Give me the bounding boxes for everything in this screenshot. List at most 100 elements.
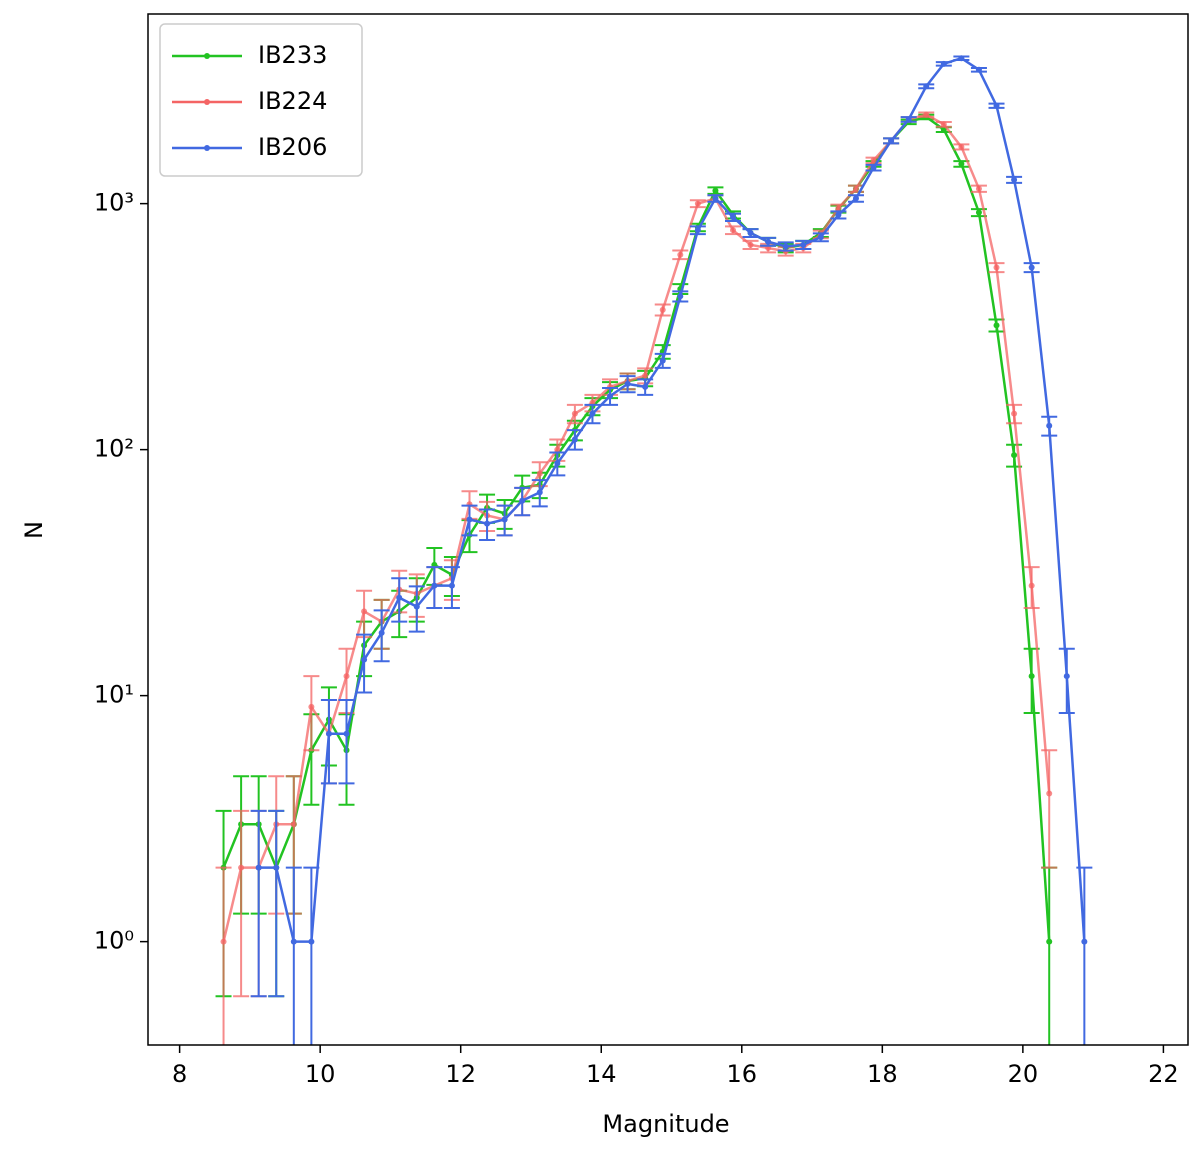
point — [571, 436, 578, 443]
point — [975, 185, 982, 192]
point — [1028, 673, 1035, 680]
error-bar — [338, 698, 355, 785]
point — [1028, 264, 1035, 271]
point — [273, 864, 280, 871]
x-tick-label: 18 — [867, 1060, 898, 1088]
point — [519, 497, 526, 504]
point — [1011, 452, 1018, 459]
point — [870, 164, 877, 171]
point — [958, 55, 965, 62]
legend-marker — [204, 145, 210, 151]
x-tick-label: 20 — [1008, 1060, 1039, 1088]
error-bar — [233, 809, 250, 998]
point — [642, 383, 649, 390]
point — [484, 520, 491, 527]
point — [308, 938, 315, 945]
point — [325, 730, 332, 737]
point — [1046, 422, 1053, 429]
point — [905, 116, 912, 123]
point — [554, 446, 561, 453]
y-tick-label: 10⁰ — [94, 927, 134, 955]
point — [1081, 938, 1088, 945]
y-tick-label: 10³ — [94, 189, 134, 217]
point — [536, 489, 543, 496]
point — [642, 372, 649, 379]
error-bar — [268, 809, 285, 998]
point — [290, 821, 297, 828]
point — [554, 460, 561, 467]
point — [888, 137, 895, 144]
point — [800, 241, 807, 248]
point — [923, 83, 930, 90]
point — [993, 264, 1000, 271]
point — [659, 306, 666, 313]
x-tick-label: 16 — [727, 1060, 758, 1088]
point — [677, 293, 684, 300]
legend-box — [159, 23, 363, 177]
point — [1046, 938, 1053, 945]
x-tick-label: 8 — [172, 1060, 187, 1088]
point — [940, 60, 947, 67]
point — [993, 102, 1000, 109]
point — [958, 143, 965, 150]
error-bar — [250, 809, 267, 998]
error-bar — [285, 866, 302, 1045]
point — [501, 516, 508, 523]
error-bar — [1041, 749, 1058, 869]
x-tick-label: 14 — [586, 1060, 617, 1088]
y-axis-label: N — [20, 521, 48, 539]
point — [958, 160, 965, 167]
series-line — [258, 56, 1086, 943]
point — [817, 234, 824, 241]
point — [220, 938, 227, 945]
point — [607, 393, 614, 400]
y-tick-label: 10² — [94, 435, 134, 463]
point — [290, 938, 297, 945]
point — [712, 187, 719, 194]
point — [923, 111, 930, 118]
y-tick-label: 10¹ — [94, 681, 134, 709]
point — [765, 238, 772, 245]
point — [852, 195, 859, 202]
point — [448, 582, 455, 589]
point — [712, 195, 719, 202]
point — [1063, 673, 1070, 680]
point — [975, 209, 982, 216]
x-tick-label: 22 — [1148, 1060, 1179, 1088]
plot-frame — [147, 13, 1189, 1046]
legend-label: IB206 — [258, 133, 327, 161]
point — [782, 243, 789, 250]
point — [378, 629, 385, 636]
point — [677, 251, 684, 258]
legend: IB233 IB224 IB206 — [159, 23, 363, 177]
legend-label: IB233 — [258, 41, 327, 69]
point — [396, 594, 403, 601]
point — [361, 656, 368, 663]
point — [413, 603, 420, 610]
point — [308, 703, 315, 710]
point — [993, 322, 1000, 329]
point — [730, 227, 736, 234]
x-tick-label: 10 — [305, 1060, 336, 1088]
point — [940, 121, 947, 128]
point — [466, 516, 473, 523]
point — [238, 864, 245, 871]
point — [624, 380, 631, 387]
point — [361, 608, 368, 615]
point — [975, 66, 982, 73]
x-tick-label: 12 — [445, 1060, 476, 1088]
point — [1011, 410, 1018, 417]
data-layer — [215, 55, 1093, 1045]
point — [870, 157, 877, 164]
point — [747, 241, 754, 248]
legend-label: IB224 — [258, 87, 327, 115]
point — [431, 582, 438, 589]
point — [835, 211, 842, 218]
point — [730, 214, 736, 221]
point — [343, 730, 350, 737]
x-axis-label: Magnitude — [602, 1110, 729, 1138]
point — [852, 185, 859, 192]
point — [589, 410, 596, 417]
point — [747, 229, 754, 236]
